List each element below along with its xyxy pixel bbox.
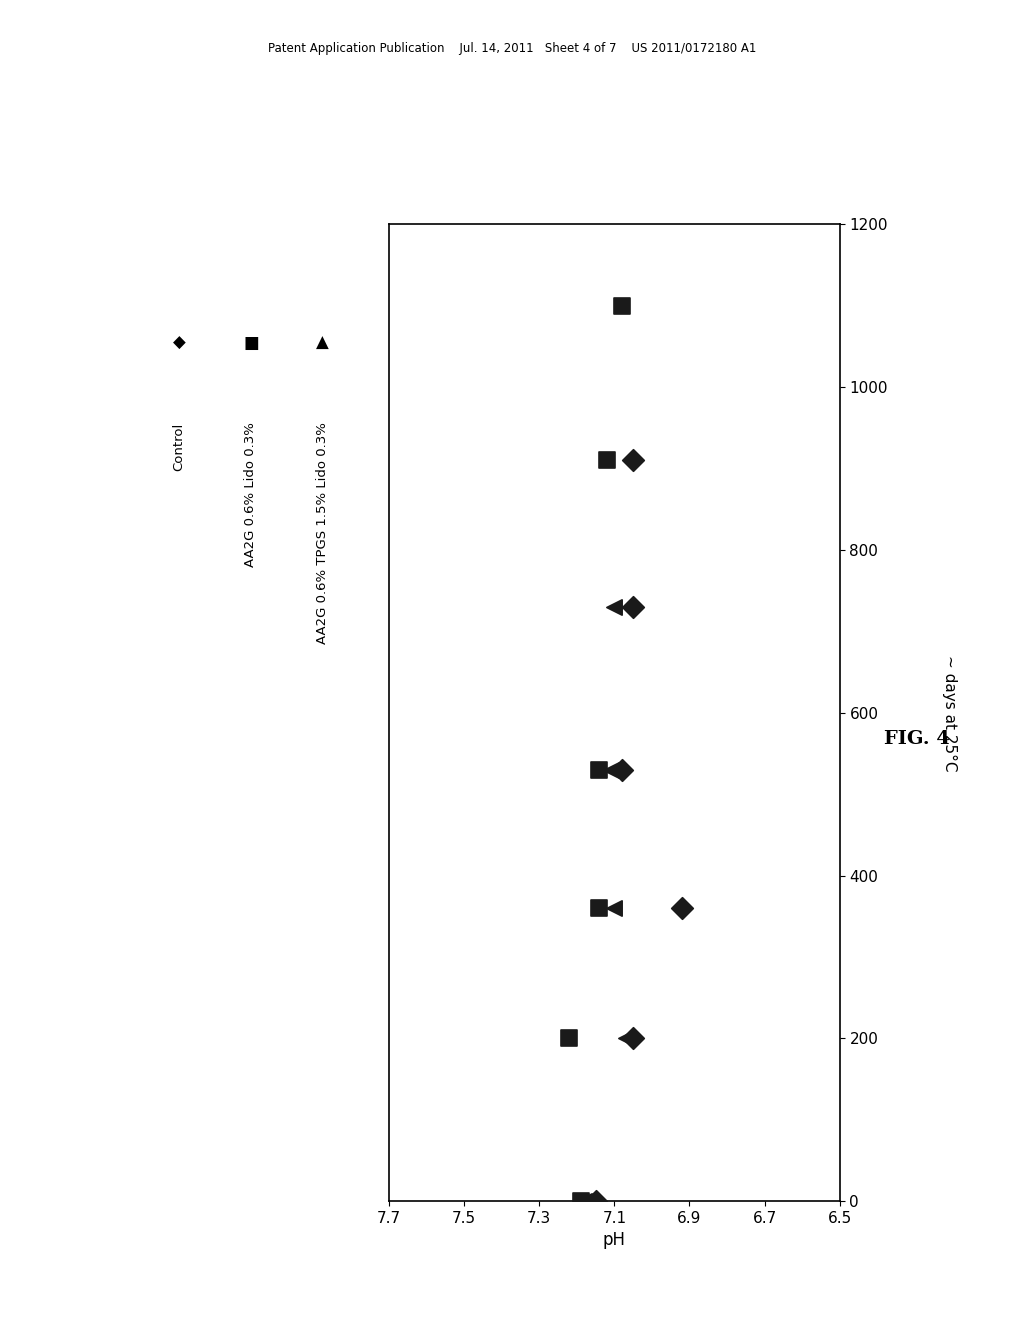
- Point: [617, 1028, 634, 1049]
- Y-axis label: ~ days at 25°C: ~ days at 25°C: [942, 655, 957, 771]
- Point: [625, 450, 641, 471]
- Point: [625, 1028, 641, 1049]
- Point: [572, 1191, 589, 1212]
- Text: ■: ■: [243, 334, 259, 352]
- Text: AA2G 0.6% TPGS 1.5% Lido 0.3%: AA2G 0.6% TPGS 1.5% Lido 0.3%: [316, 422, 329, 644]
- Point: [602, 759, 618, 780]
- Text: Patent Application Publication    Jul. 14, 2011   Sheet 4 of 7    US 2011/017218: Patent Application Publication Jul. 14, …: [268, 42, 756, 55]
- Point: [613, 296, 630, 317]
- Point: [674, 898, 690, 919]
- Point: [599, 450, 615, 471]
- Point: [588, 1191, 604, 1212]
- Point: [591, 759, 607, 780]
- Point: [613, 759, 630, 780]
- Text: Control: Control: [173, 422, 185, 471]
- Point: [591, 898, 607, 919]
- Text: ▲: ▲: [316, 334, 329, 352]
- Point: [625, 597, 641, 618]
- Point: [606, 597, 623, 618]
- Text: AA2G 0.6% Lido 0.3%: AA2G 0.6% Lido 0.3%: [245, 422, 257, 568]
- Text: FIG. 4: FIG. 4: [884, 730, 949, 748]
- Point: [561, 1028, 578, 1049]
- Point: [606, 898, 623, 919]
- X-axis label: pH: pH: [603, 1232, 626, 1250]
- Text: ◆: ◆: [173, 334, 185, 352]
- Point: [577, 1191, 593, 1212]
